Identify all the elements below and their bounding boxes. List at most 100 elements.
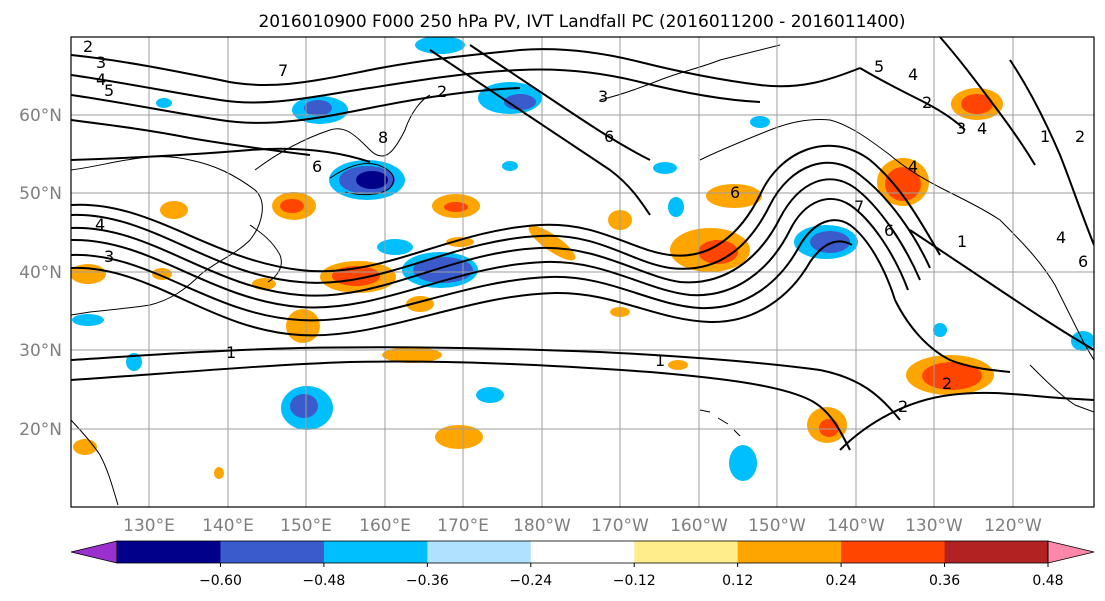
contour-label: 2 — [898, 397, 908, 416]
lon-label-160e: 160°E — [359, 516, 411, 536]
contour-north-5 — [71, 147, 371, 163]
coastline-north-america — [699, 119, 1094, 361]
colorbar-tick-label: −0.24 — [509, 573, 552, 589]
neg-anomaly-arctic — [415, 37, 465, 54]
colorbar-tick-label: −0.60 — [199, 573, 242, 589]
colorbar-cell — [323, 541, 428, 563]
coastlines — [71, 44, 1094, 506]
contour-2 — [71, 240, 853, 337]
neg-anomaly-subtropical-core — [290, 394, 318, 418]
figure-title: 2016010900 F000 250 hPa PV, IVT Landfall… — [258, 12, 905, 32]
colorbar-tick-label: −0.48 — [302, 573, 345, 589]
pos-anomaly-japan-south — [286, 309, 320, 343]
colorbar-tick-label: 0.36 — [929, 573, 960, 589]
colorbar-ticks: −0.60 −0.48 −0.36 −0.24 −0.12 0.12 0.24 0.36 0.4… — [199, 563, 1064, 589]
lat-label-40n: 40°N — [19, 263, 62, 283]
contour-label: 2 — [942, 374, 952, 393]
contour-label: 4 — [1056, 228, 1066, 247]
contour-label: 4 — [95, 215, 105, 234]
pos-anomaly-east-pacific-core — [819, 419, 839, 437]
contour-label: 5 — [104, 81, 114, 100]
pos-anomaly-subtropical-east-core — [922, 362, 982, 390]
neg-anomaly-small-5 — [156, 98, 172, 108]
pos-anomaly-south — [435, 425, 483, 449]
lon-label-180w: 180°W — [513, 516, 571, 536]
contour-north-3 — [71, 87, 521, 124]
contour-label: 8 — [378, 128, 388, 147]
lat-label-20n: 20°N — [19, 420, 62, 440]
colorbar-cell — [634, 541, 739, 563]
coastline-asia — [71, 156, 263, 316]
pos-anomaly-small-7 — [152, 268, 172, 280]
contour-label: 2 — [1075, 127, 1085, 146]
contour-label: 3 — [956, 119, 966, 138]
contour-north-4 — [71, 119, 311, 156]
neg-anomaly-gulf-alaska-core — [810, 231, 850, 253]
neg-anomaly-small-3 — [653, 162, 677, 174]
neg-anomaly-west — [72, 314, 104, 326]
contour-4 — [71, 144, 941, 273]
lon-label-150w: 150°W — [748, 516, 806, 536]
contour-label: 7 — [278, 61, 288, 80]
lon-label-150e: 150°E — [280, 516, 332, 536]
contour-ne-2 — [1009, 59, 1094, 246]
coastline-hawaii — [699, 409, 741, 437]
contour-north-2 — [71, 68, 761, 104]
colorbar-tick-label: −0.36 — [406, 573, 449, 589]
neg-anomaly-jet-small — [377, 239, 413, 255]
colorbar-cell — [117, 541, 221, 563]
colorbar-cell — [530, 541, 635, 563]
pos-anomaly-japan-north-core — [280, 199, 304, 213]
colorbar-cell — [220, 541, 325, 563]
colorbar-tick-label: −0.12 — [613, 573, 656, 589]
neg-anomaly-bering-core — [504, 94, 536, 110]
colorbar-cell — [944, 541, 1049, 563]
colorbar-cells — [117, 541, 1049, 563]
pos-anomaly-small-6 — [668, 360, 688, 370]
lon-label-140w: 140°W — [827, 516, 885, 536]
contour-label: 7 — [854, 197, 864, 216]
contour-labels: 2 3 4 5 7 6 8 2 3 6 5 4 2 3 4 6 2 1 4 4 … — [83, 37, 1088, 416]
contour-east-2 — [894, 299, 1011, 373]
coastline-okhotsk — [254, 94, 431, 171]
contour-label: 5 — [874, 57, 884, 76]
contour-label: 2 — [437, 82, 447, 101]
coastline-alaska-north — [599, 44, 781, 101]
contour-label: 6 — [312, 157, 322, 176]
contour-1 — [71, 346, 901, 421]
contour-6 — [71, 178, 921, 297]
contour-label: 4 — [908, 157, 918, 176]
neg-anomaly-small-6 — [502, 161, 518, 171]
contour-3 — [71, 219, 896, 322]
contour-north-1 — [71, 48, 861, 88]
contour-label: 3 — [96, 53, 106, 72]
anomaly-shading — [71, 37, 1094, 481]
lon-label-170e: 170°E — [437, 516, 489, 536]
pos-anomaly-small-8 — [214, 467, 224, 479]
neg-anomaly-small-7 — [933, 323, 947, 337]
pos-anomaly-sw — [73, 439, 97, 455]
contour-label: 3 — [104, 247, 114, 266]
contour-ne-3 — [859, 67, 966, 131]
contour-label: 1 — [226, 343, 236, 362]
colorbar-tick-label: 0.24 — [826, 573, 857, 589]
neg-anomaly-kamchatka-center — [356, 171, 388, 189]
longitude-labels: 130°E 140°E 150°E 160°E 170°E 180°W 170°… — [123, 516, 1042, 536]
pos-anomaly-yukon-core — [961, 94, 993, 114]
map-content: 2 3 4 5 7 6 8 2 3 6 5 4 2 3 4 6 2 1 4 4 … — [71, 37, 1094, 507]
colorbar-frame — [116, 540, 1049, 564]
contour-label: 3 — [598, 87, 608, 106]
pos-anomaly-central-pacific-core — [698, 240, 738, 264]
pos-anomaly-diagonal — [528, 225, 576, 261]
contour-diag-2 — [469, 44, 651, 161]
neg-anomaly-small-1 — [476, 387, 504, 403]
lon-label-160w: 160°W — [670, 516, 728, 536]
coastline-baja — [1029, 364, 1094, 413]
contour-label: 4 — [96, 70, 106, 89]
contour-7 — [71, 198, 909, 309]
pos-anomaly-pacific-n-core — [444, 202, 468, 212]
contour-label: 6 — [604, 127, 614, 146]
lon-label-130w: 130°W — [905, 516, 963, 536]
contour-label: 1 — [1040, 127, 1050, 146]
